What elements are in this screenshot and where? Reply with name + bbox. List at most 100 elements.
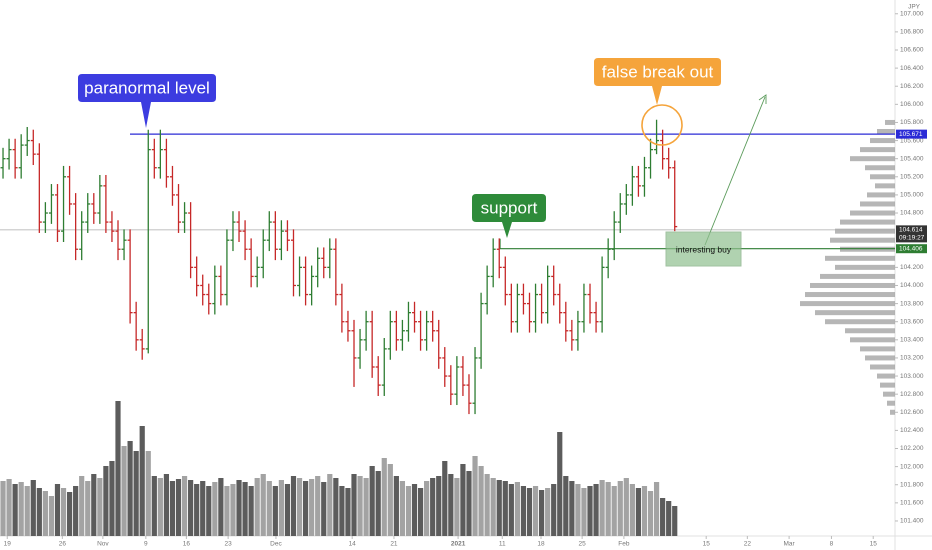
volume-profile-bar [850, 337, 895, 343]
volume-profile-bar [867, 192, 895, 198]
volume-profile-bar [815, 310, 895, 316]
volume-bar [103, 466, 109, 536]
y-tick-label: 104.800 [900, 210, 924, 217]
y-tick-label: 101.400 [900, 518, 924, 525]
volume-bar [563, 476, 569, 536]
volume-bar [254, 478, 260, 536]
volume-bar [12, 484, 18, 536]
volume-bar [206, 486, 212, 536]
volume-bar [315, 476, 321, 536]
volume-bar [175, 479, 182, 536]
volume-profile-bar [835, 264, 895, 270]
x-tick-label: Nov [97, 541, 109, 548]
level-price-box [896, 129, 927, 139]
volume-bar [91, 474, 97, 536]
volume-bar [266, 481, 272, 536]
volume-bar [369, 466, 375, 536]
volume-profile-bar [860, 201, 895, 207]
y-tick-label: 103.800 [900, 300, 924, 307]
volume-bar [375, 471, 381, 536]
volume-bar [502, 481, 508, 536]
volume-bar [54, 484, 61, 536]
x-tick-label: 15 [870, 541, 878, 548]
y-tick-label: 107.000 [900, 10, 924, 17]
y-tick-label: 104.000 [900, 282, 924, 289]
volume-bar [345, 488, 351, 536]
volume-bar [242, 482, 248, 536]
x-tick-label: 9 [144, 541, 148, 548]
level-price-label: 104.406 [899, 245, 923, 252]
volume-bar [30, 480, 36, 536]
volume-profile-bar [880, 382, 895, 388]
volume-bar [508, 484, 514, 536]
volume-bar [121, 446, 127, 536]
volume-profile-bar [860, 346, 895, 352]
y-tick-label: 101.600 [900, 500, 924, 507]
volume-bar [411, 484, 418, 536]
callout-box [78, 74, 216, 128]
y-tick-label: 103.200 [900, 355, 924, 362]
volume-bar [357, 476, 363, 536]
volume-bar [278, 480, 284, 536]
volume-bar [569, 481, 575, 536]
callout-box [472, 194, 546, 238]
volume-bar [157, 478, 163, 536]
volume-bar [200, 481, 206, 536]
volume-bar [60, 488, 67, 536]
volume-bar [581, 488, 587, 536]
y-tick-label: 106.600 [900, 47, 924, 54]
volume-profile-bar [825, 255, 895, 261]
volume-bar [139, 426, 145, 536]
volume-bar [321, 482, 327, 536]
volume-profile-bar [860, 147, 895, 153]
volume-bar [520, 486, 527, 536]
volume-bar [647, 491, 654, 536]
note-box [665, 231, 742, 267]
volume-bar [24, 486, 30, 536]
volume-bar [387, 464, 393, 536]
volume-bar [327, 474, 333, 536]
volume-bar [454, 478, 460, 536]
volume-bar [194, 484, 200, 536]
current-price-box [896, 225, 927, 243]
volume-profile-bar [825, 319, 895, 325]
y-tick-label: 103.600 [900, 318, 924, 325]
y-tick-label: 106.400 [900, 65, 924, 72]
volume-bar [575, 484, 581, 536]
volume-bar [230, 484, 236, 536]
volume-bar [290, 476, 297, 536]
volume-profile-bar [870, 364, 895, 370]
volume-bar [672, 506, 678, 536]
volume-bar [611, 486, 617, 536]
volume-bar [653, 482, 660, 536]
volume-bar [351, 474, 357, 536]
x-tick-label: Feb [618, 541, 630, 548]
volume-bar [296, 478, 303, 536]
volume-profile-bar [885, 119, 895, 125]
x-tick-label: 23 [225, 541, 233, 548]
y-tick-label: 106.200 [900, 83, 924, 90]
volume-profile-bar [870, 138, 895, 144]
volume-bar [460, 464, 466, 536]
y-tick-label: 105.000 [900, 192, 924, 199]
volume-bar [48, 496, 55, 536]
y-tick-label: 102.800 [900, 391, 924, 398]
volume-bar [302, 481, 309, 536]
volume-bar [97, 478, 103, 536]
x-tick-label: 15 [703, 541, 711, 548]
y-tick-label: 105.600 [900, 137, 924, 144]
volume-bar [496, 480, 502, 536]
x-tick-label: 19 [4, 541, 12, 548]
y-tick-label: 104.200 [900, 264, 924, 271]
volume-profile-bar [850, 156, 895, 162]
x-tick-label: 8 [830, 541, 834, 548]
level-price-box [896, 244, 927, 254]
volume-profile-bar [875, 183, 895, 189]
y-tick-label: 102.600 [900, 409, 924, 416]
volume-bar [363, 478, 369, 536]
volume-bar [272, 486, 278, 536]
callout-box [594, 58, 721, 105]
volume-bar [593, 484, 599, 536]
volume-profile-bar [830, 237, 895, 243]
